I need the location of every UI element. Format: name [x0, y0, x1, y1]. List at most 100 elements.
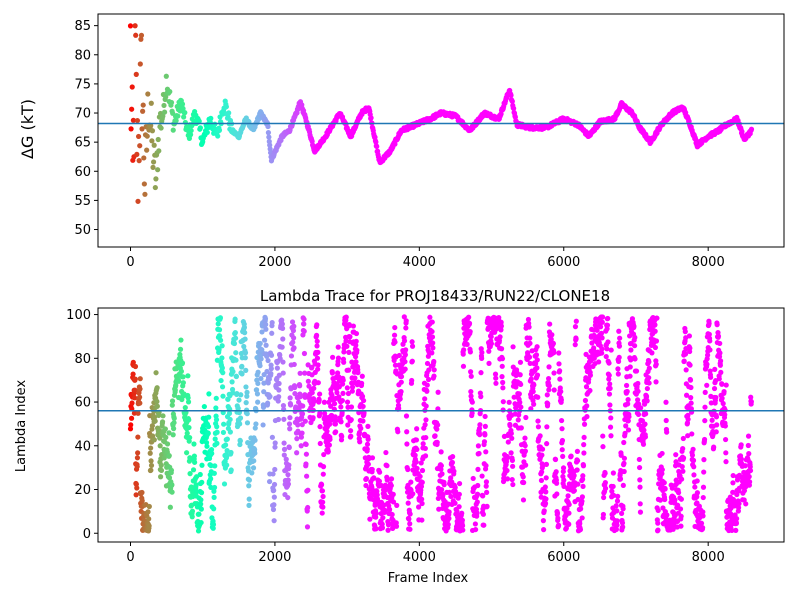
lambda-point — [607, 402, 613, 408]
lambda-point — [208, 484, 214, 491]
lambda-point — [286, 421, 293, 427]
free-energy-point — [141, 181, 147, 187]
lambda-point — [579, 494, 585, 500]
lambda-point — [527, 335, 533, 341]
lambda-point — [707, 347, 713, 353]
lambda-point — [618, 510, 625, 517]
lambda-point — [279, 325, 286, 331]
lambda-point — [571, 487, 577, 494]
lambda-point — [254, 391, 261, 397]
lambda-point — [636, 464, 643, 471]
lambda-point — [164, 441, 171, 447]
lambda-point — [423, 403, 429, 409]
free-energy-points — [127, 23, 755, 204]
lambda-point — [643, 393, 650, 399]
lambda-point — [515, 417, 521, 423]
lambda-point — [360, 403, 366, 410]
lambda-point — [746, 474, 752, 480]
lambda-point — [269, 330, 275, 336]
lambda-point — [539, 446, 546, 452]
lambda-point — [134, 455, 141, 461]
lambda-point — [526, 354, 533, 360]
free-energy-point — [182, 110, 188, 116]
lambda-point — [482, 423, 488, 429]
lambda-point — [635, 380, 641, 387]
lambda-point — [314, 322, 320, 328]
lambda-point — [538, 477, 545, 484]
lambda-point — [531, 401, 537, 407]
lambda-point — [146, 516, 152, 522]
lambda-point — [627, 373, 633, 379]
lambda-trace-points — [127, 314, 754, 534]
lambda-point — [523, 462, 529, 468]
lambda-point — [546, 364, 552, 370]
lambda-point — [711, 385, 718, 392]
lambda-point — [655, 507, 661, 514]
lambda-point — [717, 340, 723, 347]
lambda-point — [613, 503, 619, 509]
lambda-point — [499, 363, 505, 369]
lambda-point — [523, 414, 529, 421]
lambda-point — [280, 336, 286, 342]
lambda-point — [367, 516, 373, 522]
free-energy-point — [392, 141, 398, 147]
free-energy-point — [168, 99, 175, 106]
lambda-point — [420, 441, 426, 447]
lambda-point — [221, 481, 228, 487]
lambda-point — [157, 435, 163, 441]
lambda-point — [244, 411, 250, 417]
lambda-point — [517, 372, 523, 378]
lambda-point — [635, 411, 642, 418]
lambda-point — [653, 361, 659, 367]
lambda-point — [347, 428, 354, 434]
free-energy-point — [138, 36, 144, 42]
lambda-point — [410, 491, 416, 497]
free-energy-point — [161, 109, 168, 115]
lambda-point — [499, 356, 506, 362]
lambda-point — [297, 383, 303, 389]
lambda-point — [258, 356, 264, 362]
lambda-point — [580, 473, 586, 479]
lambda-point — [145, 509, 151, 515]
y-tick-label: 40 — [74, 439, 91, 454]
lambda-point — [184, 450, 190, 456]
lambda-point — [373, 526, 379, 532]
lambda-point — [715, 333, 722, 339]
lambda-point — [461, 347, 467, 353]
lambda-point — [303, 451, 309, 457]
lambda-point — [637, 477, 643, 483]
lambda-point — [396, 352, 402, 359]
lambda-point — [688, 395, 694, 401]
lambda-point — [392, 324, 398, 331]
lambda-point — [688, 384, 694, 391]
lambda-point — [475, 443, 482, 449]
lambda-point — [340, 377, 346, 383]
lambda-point — [488, 341, 495, 347]
lambda-point — [350, 323, 357, 329]
lambda-point — [407, 511, 413, 517]
lambda-point — [301, 350, 308, 357]
lambda-point — [238, 350, 245, 357]
free-energy-point — [152, 184, 158, 191]
lambda-point — [409, 343, 416, 349]
free-energy-point — [127, 23, 134, 29]
lambda-point — [159, 419, 166, 425]
lambda-point — [289, 319, 296, 325]
lambda-point — [338, 419, 344, 425]
lambda-point — [298, 443, 304, 449]
lambda-point — [285, 472, 291, 478]
lambda-point — [249, 470, 255, 476]
lambda-point — [315, 380, 321, 386]
lambda-point — [555, 515, 561, 521]
y-tick-label: 0 — [83, 527, 91, 542]
lambda-point — [561, 477, 567, 483]
lambda-point — [146, 503, 152, 510]
lambda-point — [257, 340, 263, 347]
lambda-point — [177, 346, 184, 352]
lambda-point — [260, 422, 266, 428]
lambda-point — [646, 365, 652, 371]
lambda-point — [199, 462, 205, 468]
lambda-point — [610, 483, 616, 490]
lambda-point — [434, 439, 440, 445]
lambda-point — [544, 424, 550, 430]
